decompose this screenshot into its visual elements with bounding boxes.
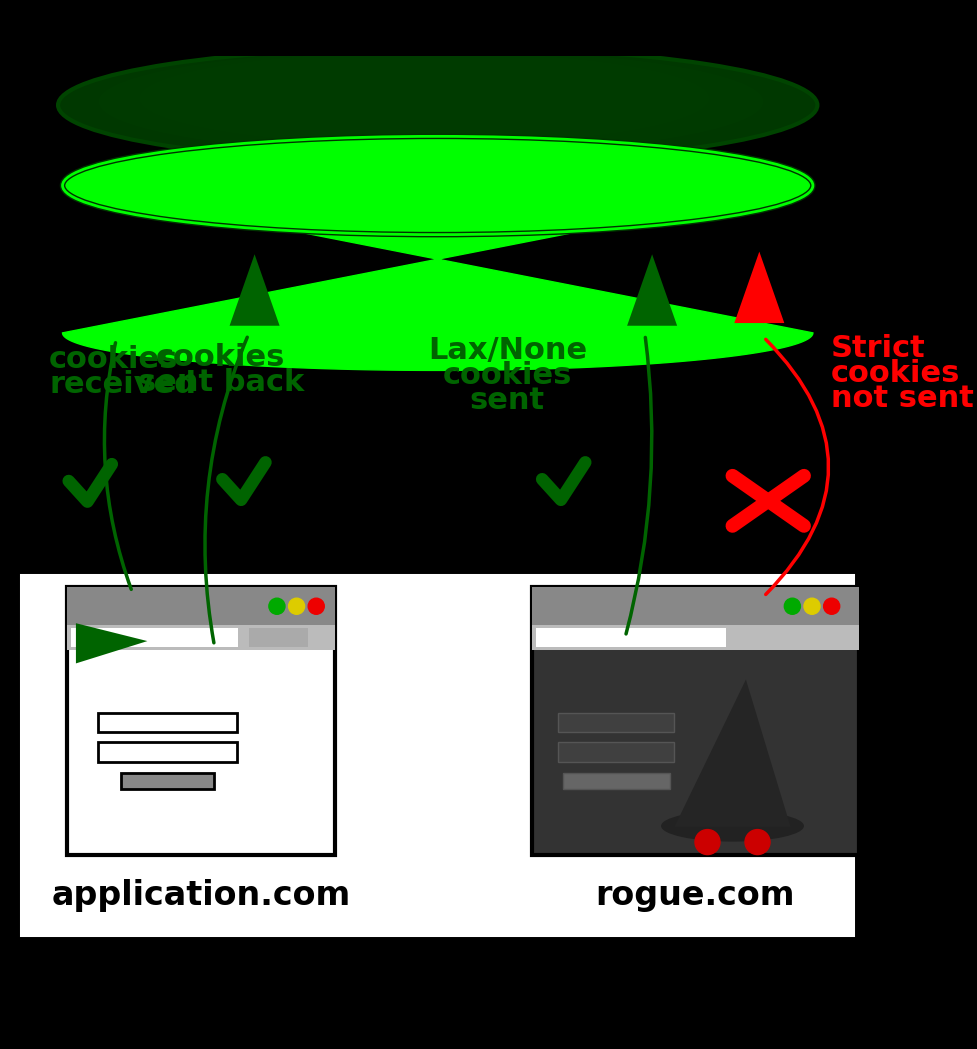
Bar <box>558 712 674 732</box>
Polygon shape <box>735 252 785 323</box>
Ellipse shape <box>661 811 804 841</box>
Polygon shape <box>63 186 813 370</box>
Text: sent back: sent back <box>138 368 304 398</box>
Bar <box>563 773 670 789</box>
Text: Strict: Strict <box>830 335 925 363</box>
Polygon shape <box>230 254 279 326</box>
Bar <box>558 742 674 762</box>
Text: cookies: cookies <box>156 343 285 372</box>
Circle shape <box>785 598 800 615</box>
Bar <box>99 742 236 762</box>
Circle shape <box>824 598 839 615</box>
Polygon shape <box>674 680 790 827</box>
Circle shape <box>288 598 305 615</box>
Ellipse shape <box>58 47 818 164</box>
Ellipse shape <box>140 52 709 145</box>
Ellipse shape <box>181 55 655 135</box>
Polygon shape <box>76 623 148 663</box>
Bar <box>67 625 335 650</box>
Text: sent: sent <box>470 386 545 415</box>
Ellipse shape <box>58 47 818 164</box>
Text: cookies: cookies <box>443 361 573 390</box>
Text: Lax/None: Lax/None <box>428 337 587 365</box>
Polygon shape <box>627 254 677 326</box>
Bar <box>71 627 237 647</box>
Bar <box>531 625 860 650</box>
Ellipse shape <box>63 136 813 235</box>
Bar <box>531 587 860 625</box>
Text: not sent: not sent <box>830 385 974 413</box>
Bar <box>249 627 308 647</box>
Circle shape <box>804 598 820 615</box>
Bar <box>120 773 214 789</box>
Bar <box>99 712 236 732</box>
Text: application.com: application.com <box>52 879 351 913</box>
Text: received: received <box>49 370 196 400</box>
Text: rogue.com: rogue.com <box>595 879 794 913</box>
Bar <box>67 587 335 625</box>
Bar <box>536 627 726 647</box>
Text: cookies: cookies <box>49 345 179 374</box>
Circle shape <box>745 830 770 855</box>
Circle shape <box>269 598 285 615</box>
Ellipse shape <box>99 49 763 154</box>
Text: cookies: cookies <box>830 360 960 388</box>
Bar <box>531 587 860 856</box>
Circle shape <box>308 598 324 615</box>
Circle shape <box>695 830 720 855</box>
Bar <box>67 587 335 856</box>
Bar <box>16 570 858 940</box>
